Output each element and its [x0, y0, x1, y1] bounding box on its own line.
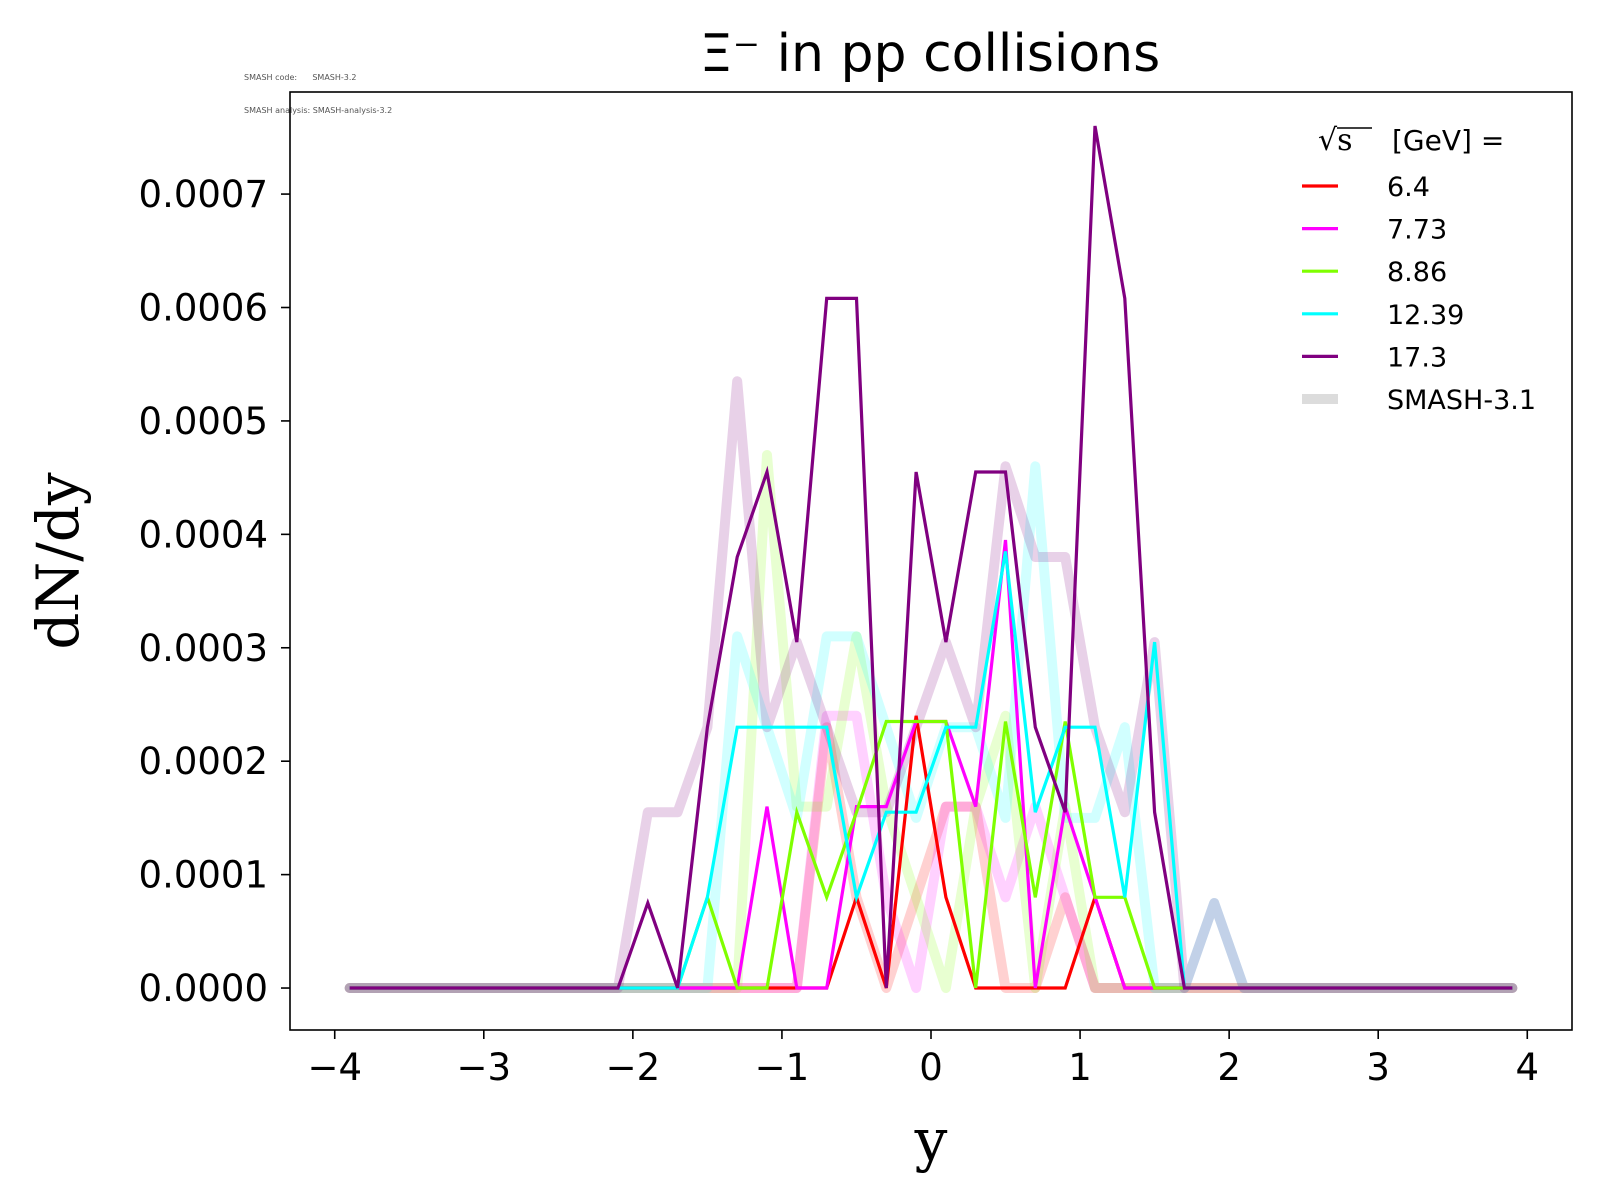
legend-title: [GeV] = [1392, 124, 1504, 157]
series-line-17-3 [349, 125, 1513, 990]
y-tick-label: 0.0000 [139, 967, 268, 1010]
x-tick-label: 1 [1068, 1046, 1092, 1089]
y-tick-label: 0.0007 [139, 173, 268, 216]
meta-code-value: SMASH-3.2 [312, 73, 357, 82]
x-tick-label: 4 [1516, 1046, 1540, 1089]
legend-label-8-86: 8.86 [1387, 257, 1447, 288]
plot-area [344, 125, 1518, 993]
x-axis-label: y [914, 1106, 948, 1174]
y-axis-label: dN/dy [24, 472, 92, 650]
x-tick-label: 0 [919, 1046, 943, 1089]
meta-analysis-value: SMASH-analysis-3.2 [312, 106, 393, 115]
smash-version-info: SMASH code: SMASH-3.2 SMASH analysis: SM… [244, 50, 392, 127]
legend-label-reference: SMASH-3.1 [1387, 385, 1536, 416]
y-tick-label: 0.0005 [139, 400, 268, 443]
meta-code-label: SMASH code: [244, 73, 298, 82]
y-tick-label: 0.0003 [139, 627, 268, 670]
y-tick-label: 0.0001 [139, 854, 268, 897]
legend: √s [GeV] = 6.4 7.73 8.86 12.39 17.3 SMASH-3.1 [1302, 123, 1536, 416]
x-tick-label: −4 [307, 1046, 362, 1089]
legend-label-12-39: 12.39 [1387, 300, 1464, 331]
y-tick-label: 0.0002 [139, 740, 268, 783]
meta-analysis-label: SMASH analysis: [244, 106, 311, 115]
legend-title-symbol: √s [1318, 123, 1353, 158]
x-tick-label: −3 [457, 1046, 512, 1089]
x-tick-label: 3 [1366, 1046, 1390, 1089]
legend-label-7-73: 7.73 [1387, 215, 1447, 246]
legend-label-17-3: 17.3 [1387, 342, 1447, 373]
legend-label-6-4: 6.4 [1387, 172, 1430, 203]
y-tick-label: 0.0006 [139, 287, 268, 330]
x-tick-label: −1 [755, 1046, 810, 1089]
x-tick-label: −2 [606, 1046, 661, 1089]
x-tick-label: 2 [1217, 1046, 1241, 1089]
y-tick-label: 0.0004 [139, 513, 268, 556]
